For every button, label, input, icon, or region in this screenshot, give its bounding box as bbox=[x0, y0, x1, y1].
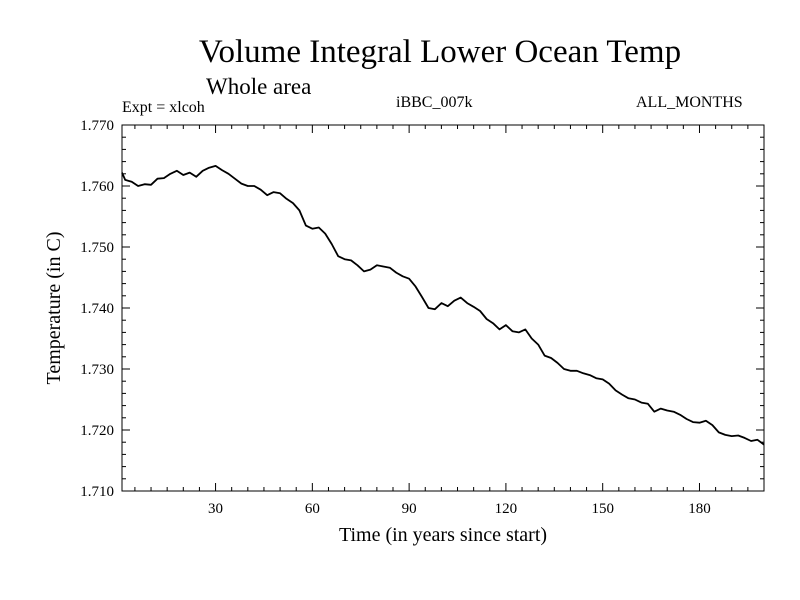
chart-title: Volume Integral Lower Ocean Temp bbox=[198, 34, 682, 70]
x-tick-label: 30 bbox=[208, 501, 223, 517]
y-tick-label: 1.710 bbox=[80, 484, 114, 500]
axis-ticks bbox=[122, 125, 764, 491]
y-axis-label: Temperature (in C) bbox=[43, 232, 65, 385]
period-label: ALL_MONTHS bbox=[636, 94, 743, 111]
x-tick-label: 180 bbox=[688, 501, 711, 517]
run-label: iBBC_007k bbox=[396, 94, 473, 111]
y-tick-label: 1.760 bbox=[80, 179, 114, 195]
y-tick-label: 1.730 bbox=[80, 362, 114, 378]
x-axis-label: Time (in years since start) bbox=[339, 524, 547, 546]
series-line bbox=[121, 165, 765, 446]
x-tick-label: 120 bbox=[495, 501, 518, 517]
chart-subtitle: Whole area bbox=[206, 74, 312, 99]
x-tick-label: 60 bbox=[305, 501, 320, 517]
x-tick-label: 150 bbox=[591, 501, 614, 517]
y-tick-label: 1.750 bbox=[80, 240, 114, 256]
y-tick-label: 1.770 bbox=[80, 118, 114, 134]
experiment-label: Expt = xlcoh bbox=[122, 99, 205, 116]
x-tick-label: 90 bbox=[402, 501, 417, 517]
y-tick-label: 1.720 bbox=[80, 423, 114, 439]
plot-frame bbox=[121, 124, 765, 492]
axis-tick-labels: 30 60 90 120 150 180 1.710 1.720 1.730 1.740 1.750… bbox=[80, 118, 710, 517]
y-tick-label: 1.740 bbox=[80, 301, 114, 317]
